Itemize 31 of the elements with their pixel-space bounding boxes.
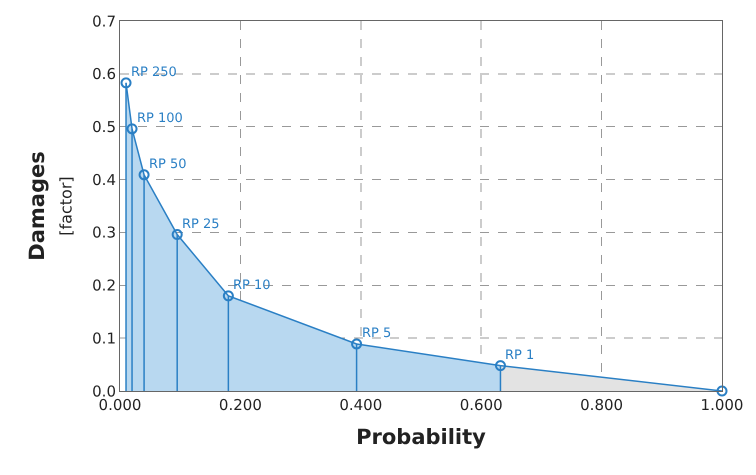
y-tick-label: 0.5 — [92, 118, 116, 136]
annotation: RP 10 — [233, 278, 271, 293]
annotation: RP 50 — [149, 157, 187, 172]
point — [172, 229, 183, 240]
y-tick-label: 0.3 — [92, 224, 116, 242]
annotation: RP 250 — [131, 65, 177, 80]
x-tick-label: 0.200 — [218, 396, 262, 414]
x-tick-label: 0.000 — [98, 396, 142, 414]
point — [120, 77, 132, 88]
point — [351, 338, 362, 350]
text: [factor] — [56, 176, 76, 236]
y-tick-label: 0.6 — [92, 65, 116, 84]
annotation: RP 25 — [182, 217, 220, 232]
point — [222, 290, 234, 302]
annotation: RP 1 — [505, 348, 534, 363]
x-axis-title: Probability — [356, 425, 486, 450]
x-tick-label: 0.800 — [580, 396, 624, 414]
y-tick-label: 0.1 — [92, 329, 116, 348]
point — [126, 123, 138, 134]
x-tick-label: 1.000 — [700, 396, 744, 414]
y-axis-title: Damages — [24, 151, 49, 261]
y-tick-label: 0.2 — [92, 276, 116, 295]
point — [138, 169, 150, 180]
point — [494, 360, 506, 372]
y-tick-label: 0.7 — [92, 12, 116, 30]
y-tick-label: 0.4 — [92, 170, 116, 189]
annotation: RP 100 — [137, 111, 183, 126]
x-tick-label: 0.600 — [460, 396, 503, 414]
annotation: RP 5 — [362, 326, 392, 341]
x-tick-label: 0.400 — [339, 396, 382, 414]
point — [716, 386, 728, 396]
